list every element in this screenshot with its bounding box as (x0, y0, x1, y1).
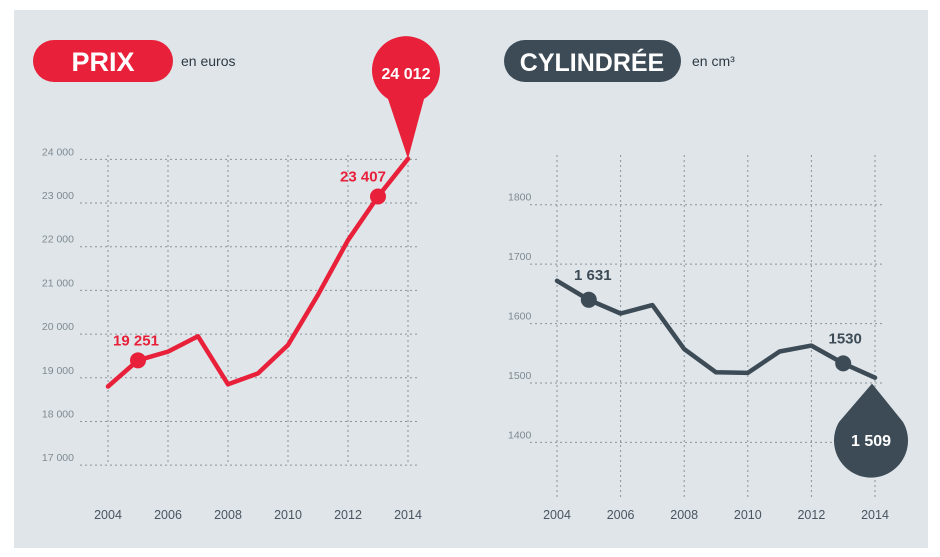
x-tick-label: 2006 (154, 508, 182, 522)
y-tick-label: 20 000 (42, 321, 74, 333)
data-point-marker (370, 188, 386, 205)
cylindree-y-axis: 1400 1500 1600 1700 1800 (508, 192, 532, 442)
cylindree-chart: CYLINDRÉE en cm³ 1400 1500 1600 1700 1800 20… (504, 40, 909, 522)
y-tick-label: 21 000 (42, 277, 74, 289)
prix-annotations: 19 251 23 407 24 012 (113, 36, 441, 369)
cylindree-title-pill (504, 40, 681, 82)
x-tick-label: 2006 (607, 508, 635, 522)
data-label: 1 631 (574, 267, 612, 284)
series-line (105, 156, 411, 389)
y-tick-label: 18 000 (42, 408, 74, 420)
series-line (554, 278, 878, 380)
cylindree-series (554, 278, 878, 380)
prix-grid (80, 155, 418, 466)
data-label: 1 509 (851, 433, 891, 450)
x-tick-label: 2014 (394, 508, 422, 522)
drop-callout (833, 383, 909, 478)
prix-y-axis: 17 000 18 000 19 000 20 000 21 000 22 000 23 0… (42, 146, 74, 464)
data-label: 1530 (829, 330, 862, 347)
prix-title: PRIX (71, 47, 134, 77)
y-tick-label: 23 000 (42, 190, 74, 202)
x-tick-label: 2010 (274, 508, 302, 522)
data-label: 19 251 (113, 332, 159, 349)
x-tick-label: 2008 (670, 508, 698, 522)
y-tick-label: 24 000 (42, 146, 74, 158)
prix-x-axis: 2004 2006 2008 2010 2012 2014 (94, 508, 422, 522)
panel-background (14, 10, 928, 548)
x-tick-label: 2008 (214, 508, 242, 522)
y-tick-label: 19 000 (42, 365, 74, 377)
cylindree-title: CYLINDRÉE (520, 48, 664, 77)
pin-callout (372, 36, 441, 159)
data-point-marker (130, 352, 146, 369)
y-tick-label: 17 000 (42, 452, 74, 464)
cylindree-x-axis: 2004 2006 2008 2010 2012 2014 (543, 508, 889, 522)
cylindree-grid (530, 155, 885, 500)
prix-title-pill (33, 40, 173, 82)
y-tick-label: 1400 (508, 429, 532, 441)
x-tick-label: 2014 (861, 508, 889, 522)
data-label: 23 407 (340, 169, 386, 186)
data-label: 24 012 (382, 66, 431, 83)
y-tick-label: 1700 (508, 251, 532, 263)
data-point-marker (835, 355, 852, 372)
cylindree-annotations: 1 631 1530 1 509 (574, 267, 909, 478)
y-tick-label: 1600 (508, 311, 532, 323)
x-tick-label: 2012 (334, 508, 362, 522)
prix-series (105, 156, 411, 389)
cylindree-subtitle: en cm³ (692, 53, 735, 69)
x-tick-label: 2012 (797, 508, 825, 522)
data-point-marker (580, 291, 597, 308)
y-tick-label: 22 000 (42, 234, 74, 246)
prix-subtitle: en euros (181, 53, 235, 69)
x-tick-label: 2010 (734, 508, 762, 522)
y-tick-label: 1800 (508, 192, 532, 204)
x-tick-label: 2004 (94, 508, 122, 522)
x-tick-label: 2004 (543, 508, 571, 522)
prix-chart: PRIX en euros 17 000 18 000 19 000 20 000 21… (33, 36, 441, 522)
y-tick-label: 1500 (508, 370, 532, 382)
